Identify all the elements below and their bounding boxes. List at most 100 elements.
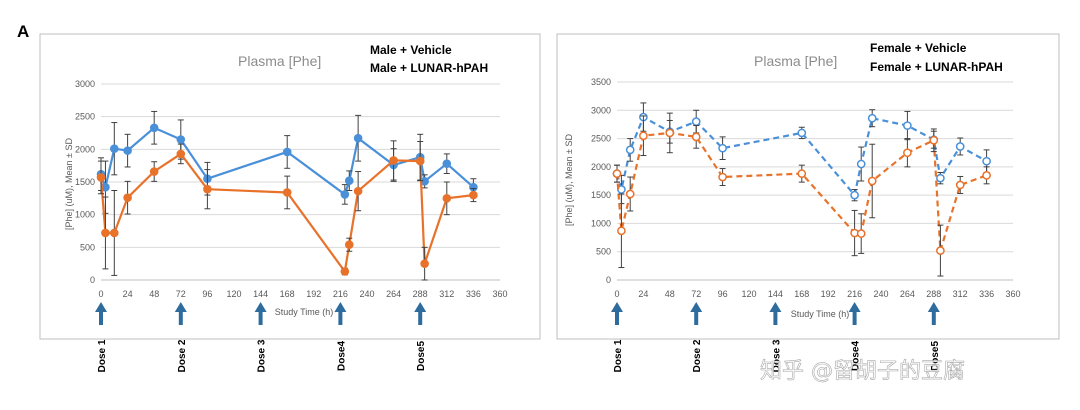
x-tick-label: 72 [176,289,186,299]
data-point [955,142,965,151]
y-tick-label: 500 [80,242,95,252]
data-point [665,128,675,138]
x-tick-label: 120 [226,289,241,299]
data-point [936,173,945,183]
data-point [691,132,701,142]
y-tick-label: 1000 [591,218,611,228]
data-point [340,190,350,199]
x-tick-label: 96 [718,289,728,299]
dose-label: Dose4 [851,341,862,371]
data-point [955,180,965,190]
data-point [856,159,866,169]
dose-label: Dose4 [336,341,347,371]
x-tick-label: 360 [1005,289,1020,299]
y-tick-label: 3000 [75,79,95,89]
data-point [625,189,635,199]
y-tick-label: 1000 [75,210,95,220]
dose-arrow-head [690,302,703,312]
dose-label: Dose5 [930,341,941,371]
data-point [203,184,212,194]
x-tick-label: 144 [768,289,783,299]
data-point [420,259,429,268]
data-point [903,121,912,130]
dose-arrow-head [848,302,861,312]
data-point [282,188,292,197]
y-tick-label: 3500 [591,77,611,87]
dose-label: Dose 2 [692,339,703,372]
legend-entry-lunar: Female + LUNAR-hPAH [870,60,1003,74]
x-tick-label: 24 [638,289,648,299]
data-point [867,113,877,123]
legend-entry-lunar: Male + LUNAR-hPAH [370,61,488,75]
series-line [99,152,474,275]
data-point [353,186,363,196]
x-tick-label: 120 [741,289,756,299]
x-tick-label: 192 [306,289,321,299]
x-tick-label: 216 [847,289,862,299]
x-tick-label: 360 [492,289,507,299]
x-tick-label: 48 [149,289,159,299]
x-tick-label: 336 [979,289,994,299]
dose-arrow-head [611,302,623,312]
data-point [176,135,186,144]
x-tick-label: 312 [953,289,968,299]
data-point [282,147,292,157]
data-point [415,156,425,166]
series-line [99,126,475,197]
y-tick-label: 500 [596,247,611,257]
dose-arrow-head [174,302,187,312]
x-tick-label: 288 [413,289,428,299]
data-point [797,169,807,178]
data-point [442,194,452,203]
y-tick-label: 2000 [75,144,95,154]
x-tick-label: 0 [98,289,103,299]
x-tick-label: 96 [202,289,212,299]
x-tick-label: 312 [439,289,454,299]
x-tick-label: 48 [665,289,675,299]
x-tick-label: 240 [359,289,374,299]
y-tick-label: 1500 [75,177,95,187]
y-axis-label: [Phe] (uM), Mean ± SD [64,138,74,230]
series-line [615,115,988,198]
data-point [867,176,877,186]
data-point [389,156,398,165]
x-axis-label: Study Time (h) [791,309,850,319]
data-point [691,117,701,126]
data-point [639,131,648,141]
data-point [353,133,363,143]
series-line [615,131,987,251]
x-tick-label: 336 [466,289,481,299]
data-point [340,267,350,276]
data-point [797,128,807,138]
data-point [123,146,132,155]
y-axis-label: [Phe] (uM), Mean ± SD [564,134,574,226]
dose-label: Dose 1 [97,339,108,372]
data-point [856,229,866,238]
dose-arrow-head [769,302,782,312]
chart-frame [39,33,541,340]
dose-arrow-head [254,302,267,312]
chart-panel-male: Plasma [Phe] Male + Vehicle Male + LUNAR… [39,33,541,372]
data-point [469,190,478,200]
y-tick-label: 0 [606,275,611,285]
data-point [344,240,354,250]
data-point [96,173,106,182]
x-tick-label: 216 [333,289,348,299]
dose-arrow-head [414,302,427,312]
data-point [718,143,727,153]
x-tick-label: 168 [280,289,295,299]
data-point [110,228,119,238]
dose-label: Dose5 [416,341,427,371]
x-tick-label: 288 [926,289,941,299]
x-tick-label: 192 [821,289,836,299]
dose-label: Dose 1 [613,339,624,372]
y-tick-label: 0 [90,275,95,285]
x-tick-label: 0 [614,289,619,299]
chart-frame [556,33,1060,340]
dose-label: Dose 3 [257,339,268,372]
legend-entry-vehicle: Male + Vehicle [370,43,452,57]
data-point [936,246,945,255]
y-tick-label: 1500 [591,190,611,200]
x-tick-label: 24 [123,289,133,299]
